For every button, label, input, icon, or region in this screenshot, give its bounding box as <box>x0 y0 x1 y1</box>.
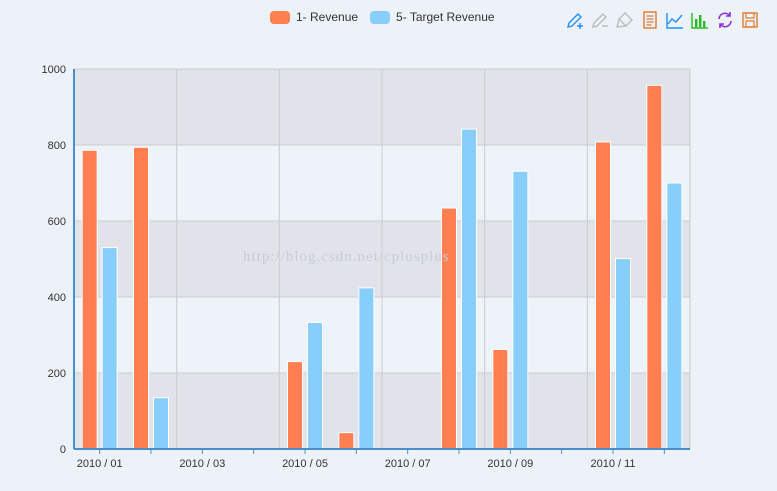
bar-target-6 <box>358 287 375 450</box>
bar-target-12 <box>666 182 683 450</box>
bar-revenue-12 <box>646 84 663 450</box>
legend-label-revenue: 1- Revenue <box>296 10 359 24</box>
y-tick-label: 1000 <box>42 64 66 76</box>
x-tick-label: 2010 / 01 <box>77 458 123 470</box>
bar-target-11 <box>615 258 631 450</box>
restore-icon[interactable] <box>715 10 735 30</box>
bar-revenue-6 <box>338 432 355 450</box>
line-chart-icon[interactable] <box>665 10 685 30</box>
y-tick-label: 600 <box>48 216 66 228</box>
legend-item-target-revenue[interactable]: 5- Target Revenue <box>370 10 495 24</box>
legend-swatch-revenue <box>270 10 290 24</box>
x-tick-label: 2010 / 09 <box>487 458 533 470</box>
watermark-text: http://blog.csdn.net/cplusplus <box>243 249 450 265</box>
mark-undo-icon[interactable] <box>590 10 610 30</box>
bar-revenue-5 <box>287 361 303 450</box>
bar-revenue-11 <box>595 141 611 450</box>
y-tick-label: 200 <box>48 368 66 380</box>
bar-revenue-2 <box>133 146 149 450</box>
toolbox <box>565 10 760 30</box>
bar-revenue-1 <box>81 149 98 450</box>
x-tick-label: 2010 / 11 <box>590 458 635 470</box>
legend-item-revenue[interactable]: 1- Revenue <box>270 10 358 24</box>
data-view-icon[interactable] <box>640 10 660 30</box>
bar-chart-icon[interactable] <box>690 10 710 30</box>
legend-label-target: 5- Target Revenue <box>396 10 495 24</box>
bar-target-1 <box>101 247 118 450</box>
legend-swatch-target <box>370 10 391 24</box>
mark-clear-icon[interactable] <box>615 10 635 30</box>
bar-target-8 <box>461 128 477 450</box>
bar-target-5 <box>307 321 323 450</box>
mark-icon[interactable] <box>565 10 585 30</box>
legend: 1- Revenue 5- Target Revenue <box>270 10 495 24</box>
save-image-icon[interactable] <box>740 10 760 30</box>
y-tick-label: 800 <box>48 140 66 152</box>
bar-revenue-9 <box>492 348 509 450</box>
x-tick-label: 2010 / 05 <box>282 458 328 470</box>
bar-target-2 <box>153 397 169 450</box>
x-tick-label: 2010 / 07 <box>385 458 431 470</box>
bar-revenue-8 <box>441 207 457 450</box>
y-axis-ticks: 0 200 400 600 800 1000 <box>42 64 75 456</box>
y-tick-label: 400 <box>48 292 66 304</box>
y-tick-label: 0 <box>60 444 66 456</box>
bar-target-9 <box>512 170 529 450</box>
x-tick-label: 2010 / 03 <box>179 458 225 470</box>
x-axis-ticks: 2010 / 01 2010 / 03 2010 / 05 2010 / 07 2010… <box>74 448 690 470</box>
